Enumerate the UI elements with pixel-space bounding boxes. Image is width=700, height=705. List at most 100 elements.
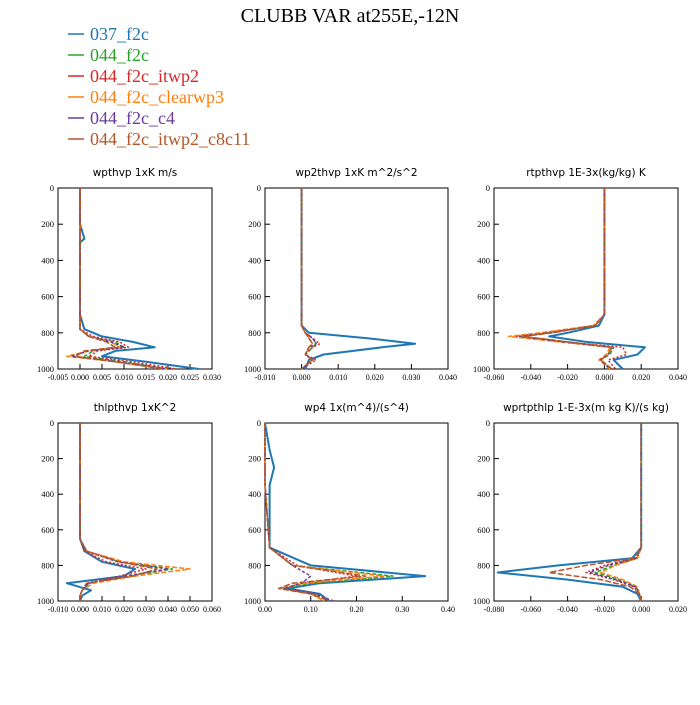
series-line <box>594 423 642 602</box>
legend-entry: 044_f2c_clearwp3 <box>68 87 224 107</box>
x-tick-label: 0.030 <box>402 373 420 382</box>
series-line <box>79 188 169 370</box>
series-line <box>300 188 317 370</box>
x-tick-label: 0.040 <box>159 605 177 614</box>
series-line <box>79 423 158 601</box>
x-tick-label: 0.020 <box>115 605 133 614</box>
y-tick-label: 1000 <box>244 364 261 374</box>
y-tick-label: 400 <box>248 255 261 265</box>
x-tick-label: 0.020 <box>632 373 650 382</box>
legend-label: 037_f2c <box>90 24 149 44</box>
legend-label: 044_f2c_itwp2 <box>90 66 199 86</box>
series-line <box>548 423 642 602</box>
y-tick-label: 0 <box>257 418 261 428</box>
chart-panel: rtpthvp 1E-3x(kg/kg) K02004006008001000-… <box>473 167 687 382</box>
x-tick-label: 0.020 <box>669 605 687 614</box>
x-tick-label: 0.000 <box>71 605 89 614</box>
legend: 037_f2c044_f2c044_f2c_itwp2044_f2c_clear… <box>68 24 250 149</box>
y-tick-label: 800 <box>248 560 261 570</box>
y-tick-label: 1000 <box>37 364 54 374</box>
y-tick-label: 0 <box>486 183 490 193</box>
x-tick-label: 0.005 <box>93 373 111 382</box>
x-tick-label: 0.025 <box>181 373 199 382</box>
series-line <box>264 423 334 602</box>
series-line <box>300 188 317 370</box>
plot-frame <box>57 187 213 370</box>
plot-frame <box>493 422 679 602</box>
y-tick-label: 200 <box>477 454 490 464</box>
chart-title: rtpthvp 1E-3x(kg/kg) K <box>526 167 647 179</box>
y-tick-label: 800 <box>41 328 54 338</box>
series-line <box>300 188 314 370</box>
chart-title: wprtpthlp 1-E-3x(m kg K)/(s kg) <box>503 402 669 414</box>
y-tick-label: 200 <box>41 219 54 229</box>
x-tick-label: 0.050 <box>181 605 199 614</box>
x-tick-label: 0.010 <box>115 373 133 382</box>
x-tick-label: 0.30 <box>395 605 409 614</box>
x-tick-label: 0.030 <box>137 605 155 614</box>
legend-entry: 044_f2c_itwp2_c8c11 <box>68 129 250 149</box>
y-tick-label: 200 <box>41 454 54 464</box>
y-tick-label: 400 <box>41 255 54 265</box>
x-tick-label: -0.020 <box>557 373 578 382</box>
y-tick-label: 200 <box>248 454 261 464</box>
plot-frame <box>264 187 449 370</box>
y-tick-label: 1000 <box>473 364 490 374</box>
x-tick-label: 0.000 <box>595 373 613 382</box>
x-tick-label: 0.10 <box>304 605 318 614</box>
x-tick-label: 0.030 <box>203 373 221 382</box>
chart-title: wp4 1x(m^4)/(s^4) <box>304 402 409 414</box>
series-line <box>70 188 169 370</box>
series-line <box>599 423 642 602</box>
x-tick-label: -0.005 <box>48 373 69 382</box>
y-tick-label: 0 <box>50 183 54 193</box>
series-line <box>585 423 642 602</box>
x-tick-label: -0.040 <box>520 373 541 382</box>
x-tick-label: 0.010 <box>93 605 111 614</box>
legend-label: 044_f2c_itwp2_c8c11 <box>90 129 250 149</box>
x-tick-label: -0.060 <box>520 605 541 614</box>
plot-frame <box>57 422 213 602</box>
series-line <box>507 188 611 370</box>
chart-title: wp2thvp 1xK m^2/s^2 <box>295 167 417 179</box>
series-line <box>496 423 643 602</box>
x-tick-label: -0.020 <box>594 605 615 614</box>
series-line <box>79 188 199 370</box>
legend-label: 044_f2c_c4 <box>90 108 175 128</box>
y-tick-label: 400 <box>248 489 261 499</box>
chart-title: thlpthvp 1xK^2 <box>94 402 177 414</box>
x-tick-label: 0.40 <box>441 605 455 614</box>
series-line <box>264 423 367 602</box>
series-line <box>264 423 385 602</box>
y-tick-label: 600 <box>477 525 490 535</box>
x-tick-label: 0.000 <box>632 605 650 614</box>
y-tick-label: 200 <box>477 219 490 229</box>
x-tick-label: 0.040 <box>669 373 687 382</box>
y-tick-label: 400 <box>41 489 54 499</box>
x-tick-label: 0.000 <box>293 373 311 382</box>
x-tick-label: -0.080 <box>484 605 505 614</box>
series-line <box>79 188 177 370</box>
series-line <box>588 423 642 602</box>
x-tick-label: 0.00 <box>258 605 272 614</box>
y-tick-label: 600 <box>41 292 54 302</box>
x-tick-label: -0.060 <box>484 373 505 382</box>
y-tick-label: 200 <box>248 219 261 229</box>
x-tick-label: 0.20 <box>350 605 364 614</box>
series-line <box>74 188 164 370</box>
y-tick-label: 600 <box>41 525 54 535</box>
y-tick-label: 0 <box>50 418 54 428</box>
y-tick-label: 600 <box>248 292 261 302</box>
legend-entry: 044_f2c_c4 <box>68 108 175 128</box>
y-tick-label: 800 <box>477 328 490 338</box>
x-tick-label: 0.040 <box>439 373 457 382</box>
plot-frame <box>493 187 679 370</box>
y-tick-label: 600 <box>248 525 261 535</box>
chart-panel: wprtpthlp 1-E-3x(m kg K)/(s kg) 0 200 400 60… <box>473 402 687 614</box>
y-tick-label: 800 <box>248 328 261 338</box>
